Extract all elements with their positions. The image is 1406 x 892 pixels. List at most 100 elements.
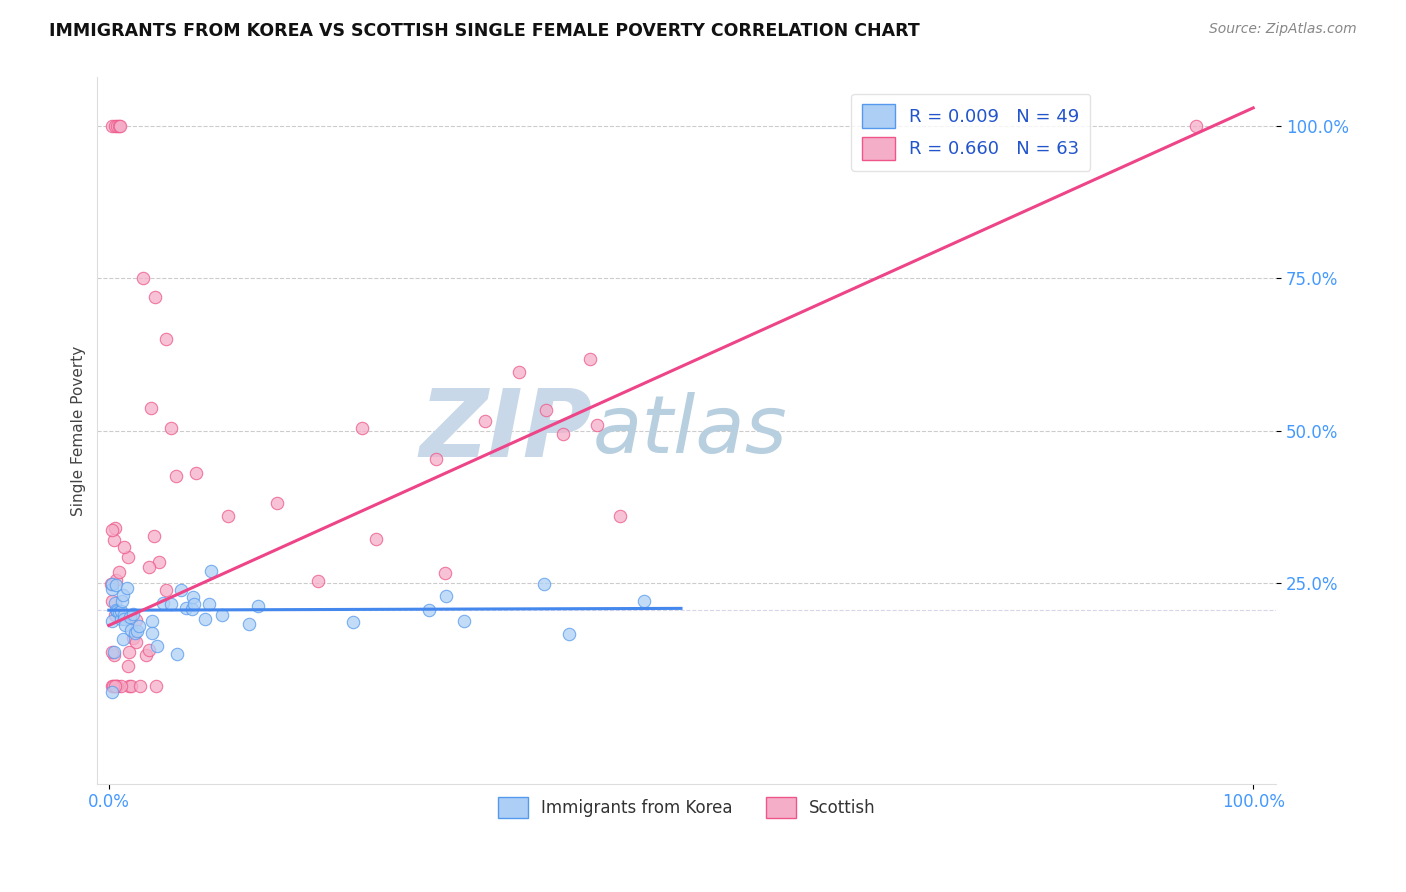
Text: Source: ZipAtlas.com: Source: ZipAtlas.com: [1209, 22, 1357, 37]
Point: [557, 627, 579, 641]
Point: [104, 603, 127, 617]
Point: [184, 466, 207, 480]
Point: [585, 418, 607, 433]
Point: [108, 605, 131, 619]
Point: [183, 591, 205, 605]
Point: [120, 624, 142, 638]
Point: [112, 612, 135, 626]
Point: [128, 619, 150, 633]
Point: [194, 612, 217, 626]
Point: [145, 679, 167, 693]
Point: [155, 332, 177, 346]
Point: [180, 602, 202, 616]
Point: [103, 119, 125, 133]
Point: [105, 119, 128, 133]
Point: [114, 618, 136, 632]
Point: [141, 614, 163, 628]
Point: [579, 351, 602, 366]
Point: [110, 604, 132, 618]
Point: [1185, 119, 1208, 133]
Point: [107, 565, 129, 579]
Legend: Immigrants from Korea, Scottish: Immigrants from Korea, Scottish: [491, 790, 883, 825]
Point: [170, 582, 193, 597]
Point: [101, 523, 124, 537]
Point: [138, 643, 160, 657]
Point: [633, 594, 655, 608]
Point: [143, 290, 166, 304]
Point: [103, 533, 125, 548]
Point: [117, 549, 139, 564]
Point: [105, 573, 128, 587]
Point: [111, 632, 134, 646]
Point: [166, 647, 188, 661]
Point: [142, 528, 165, 542]
Point: [122, 607, 145, 621]
Point: [112, 540, 135, 554]
Point: [238, 617, 260, 632]
Point: [101, 577, 124, 591]
Point: [110, 119, 132, 133]
Point: [125, 635, 148, 649]
Point: [364, 532, 387, 546]
Point: [160, 421, 183, 435]
Point: [105, 679, 128, 693]
Point: [200, 564, 222, 578]
Point: [474, 414, 496, 428]
Point: [434, 566, 457, 580]
Text: ZIP: ZIP: [419, 384, 592, 476]
Point: [197, 597, 219, 611]
Point: [105, 679, 128, 693]
Point: [103, 645, 125, 659]
Point: [146, 640, 169, 654]
Point: [434, 590, 457, 604]
Point: [101, 645, 124, 659]
Point: [453, 614, 475, 628]
Point: [425, 451, 447, 466]
Point: [129, 679, 152, 693]
Point: [104, 608, 127, 623]
Point: [174, 600, 197, 615]
Point: [101, 582, 124, 597]
Point: [104, 679, 127, 693]
Point: [350, 421, 373, 435]
Point: [551, 426, 574, 441]
Point: [508, 365, 530, 379]
Point: [165, 468, 187, 483]
Point: [124, 626, 146, 640]
Point: [111, 594, 134, 608]
Point: [110, 679, 132, 693]
Point: [247, 599, 270, 614]
Point: [152, 596, 174, 610]
Text: IMMIGRANTS FROM KOREA VS SCOTTISH SINGLE FEMALE POVERTY CORRELATION CHART: IMMIGRANTS FROM KOREA VS SCOTTISH SINGLE…: [49, 22, 920, 40]
Point: [100, 594, 122, 608]
Point: [418, 603, 440, 617]
Point: [141, 626, 163, 640]
Point: [104, 596, 127, 610]
Point: [120, 679, 142, 693]
Point: [536, 403, 558, 417]
Point: [342, 615, 364, 629]
Point: [160, 597, 183, 611]
Point: [121, 632, 143, 646]
Point: [101, 685, 124, 699]
Point: [100, 614, 122, 628]
Point: [266, 496, 288, 510]
Point: [110, 611, 132, 625]
Point: [118, 679, 141, 693]
Point: [104, 521, 127, 535]
Point: [307, 574, 329, 588]
Point: [135, 648, 157, 662]
Point: [132, 271, 155, 285]
Point: [211, 607, 233, 622]
Point: [111, 588, 134, 602]
Point: [112, 607, 135, 622]
Point: [105, 578, 128, 592]
Point: [125, 613, 148, 627]
Point: [120, 610, 142, 624]
Point: [101, 679, 124, 693]
Point: [101, 679, 124, 693]
Point: [155, 582, 177, 597]
Point: [125, 624, 148, 638]
Point: [118, 645, 141, 659]
Point: [108, 119, 131, 133]
